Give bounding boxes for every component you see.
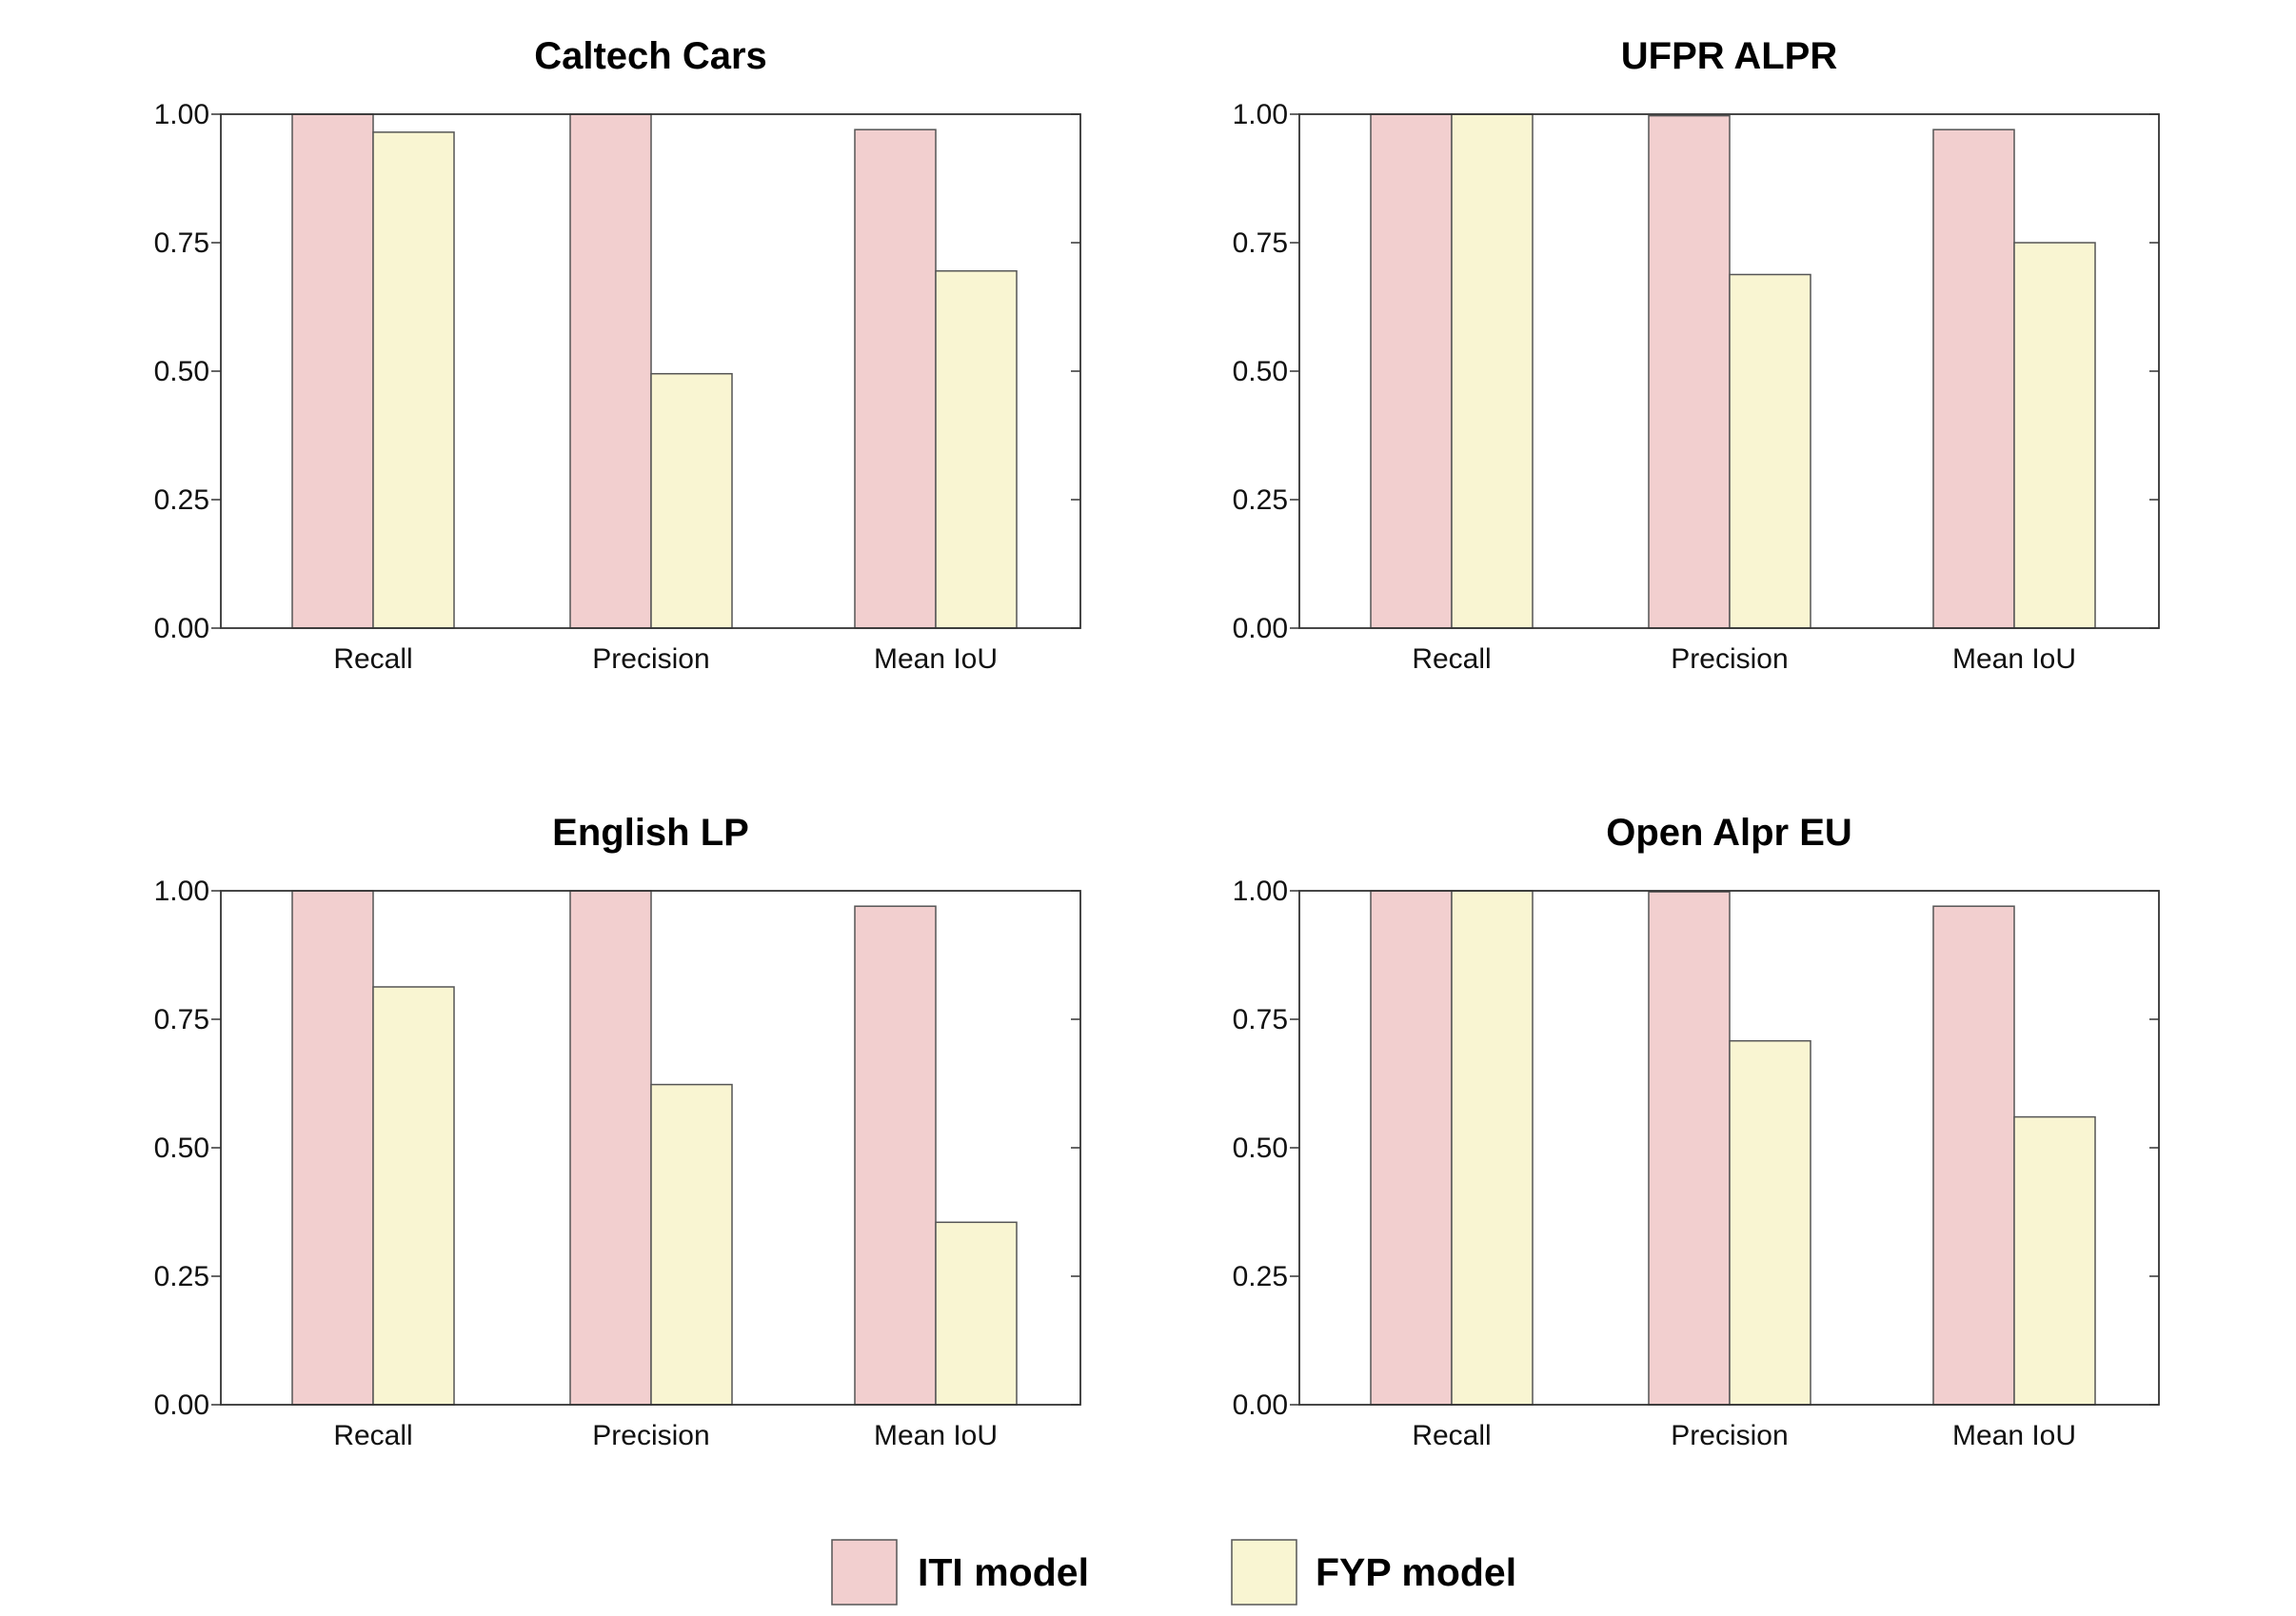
y-tick-label: 1.00 bbox=[1233, 99, 1288, 130]
legend-item-iti: ITI model bbox=[831, 1539, 1089, 1606]
legend-swatch-fyp bbox=[1231, 1539, 1297, 1606]
y-tick-label: 0.50 bbox=[154, 356, 209, 387]
bar-iti-precision bbox=[569, 113, 652, 629]
x-tick-label: Precision bbox=[1671, 643, 1788, 675]
bar-iti-precision bbox=[1648, 114, 1731, 629]
bar-iti-mean-iou bbox=[1932, 905, 2015, 1406]
bar-fyp-precision bbox=[1729, 273, 1811, 629]
bar-iti-recall bbox=[291, 890, 374, 1406]
bar-fyp-mean-iou bbox=[2013, 1115, 2096, 1406]
y-tick-label: 0.75 bbox=[154, 1004, 209, 1035]
y-tick-label: 0.50 bbox=[1233, 1133, 1288, 1164]
x-tick-label: Recall bbox=[333, 1420, 412, 1451]
chart-title: UFPR ALPR bbox=[1621, 35, 1838, 77]
bar-iti-mean-iou bbox=[854, 905, 937, 1406]
y-tick-label: 0.75 bbox=[154, 227, 209, 259]
bar-fyp-recall bbox=[1451, 890, 1534, 1406]
bar-fyp-recall bbox=[372, 131, 455, 629]
bar-fyp-mean-iou bbox=[935, 1221, 1018, 1406]
legend-item-fyp: FYP model bbox=[1231, 1539, 1516, 1606]
bar-fyp-precision bbox=[650, 372, 733, 629]
x-tick-label: Precision bbox=[592, 643, 709, 675]
chart-panel-1: Caltech Cars Recall Precision Mean IoU 0.00 0… bbox=[154, 35, 1081, 675]
bar-fyp-precision bbox=[650, 1083, 733, 1406]
y-tick-label: 1.00 bbox=[154, 99, 209, 130]
bar-fyp-mean-iou bbox=[2013, 242, 2096, 629]
y-tick-label: 0.00 bbox=[1233, 1389, 1288, 1421]
chart-panel-4: Open Alpr EU Recall Precision Mean IoU 0.00 0… bbox=[1233, 812, 2160, 1451]
bar-fyp-recall bbox=[372, 986, 455, 1406]
x-tick-label: Mean IoU bbox=[1952, 1420, 2076, 1451]
legend-label-iti: ITI model bbox=[918, 1550, 1089, 1594]
bar-iti-mean-iou bbox=[1932, 128, 2015, 629]
bar-fyp-mean-iou bbox=[935, 269, 1018, 629]
chart-title: English LP bbox=[552, 812, 749, 854]
y-tick-label: 1.00 bbox=[1233, 876, 1288, 907]
chart-panels: Caltech Cars Recall Precision Mean IoU 0.00 0… bbox=[154, 35, 2160, 1451]
chart-panel-2: UFPR ALPR Recall Precision Mean IoU 0.00 0.25… bbox=[1233, 35, 2160, 675]
y-tick-label: 1.00 bbox=[154, 876, 209, 907]
bar-iti-mean-iou bbox=[854, 128, 937, 629]
x-tick-label: Precision bbox=[1671, 1420, 1788, 1451]
y-tick-label: 0.50 bbox=[154, 1133, 209, 1164]
bar-fyp-recall bbox=[1451, 113, 1534, 629]
y-tick-label: 0.50 bbox=[1233, 356, 1288, 387]
x-tick-label: Mean IoU bbox=[874, 643, 998, 675]
x-tick-label: Recall bbox=[1412, 1420, 1491, 1451]
x-tick-label: Mean IoU bbox=[1952, 643, 2076, 675]
x-tick-label: Recall bbox=[333, 643, 412, 675]
bar-fyp-precision bbox=[1729, 1039, 1811, 1406]
y-tick-label: 0.25 bbox=[154, 1261, 209, 1292]
x-tick-label: Recall bbox=[1412, 643, 1491, 675]
y-tick-label: 0.25 bbox=[154, 484, 209, 516]
y-tick-label: 0.25 bbox=[1233, 484, 1288, 516]
legend-swatch-iti bbox=[831, 1539, 898, 1606]
legend-label-fyp: FYP model bbox=[1316, 1550, 1516, 1594]
bar-iti-recall bbox=[291, 113, 374, 629]
chart-panel-3: English LP Recall Precision Mean IoU 0.00 0.2… bbox=[154, 812, 1081, 1451]
x-tick-label: Precision bbox=[592, 1420, 709, 1451]
chart-title: Caltech Cars bbox=[534, 35, 767, 77]
y-tick-label: 0.25 bbox=[1233, 1261, 1288, 1292]
y-tick-label: 0.00 bbox=[154, 1389, 209, 1421]
chart-title: Open Alpr EU bbox=[1606, 812, 1852, 854]
bar-iti-precision bbox=[569, 890, 652, 1406]
x-tick-label: Mean IoU bbox=[874, 1420, 998, 1451]
y-tick-label: 0.00 bbox=[154, 613, 209, 644]
y-tick-label: 0.75 bbox=[1233, 227, 1288, 259]
bar-iti-precision bbox=[1648, 891, 1731, 1406]
y-tick-label: 0.00 bbox=[1233, 613, 1288, 644]
y-tick-label: 0.75 bbox=[1233, 1004, 1288, 1035]
bar-iti-recall bbox=[1370, 113, 1453, 629]
bar-iti-recall bbox=[1370, 890, 1453, 1406]
legend: ITI model FYP model bbox=[831, 1539, 1516, 1606]
